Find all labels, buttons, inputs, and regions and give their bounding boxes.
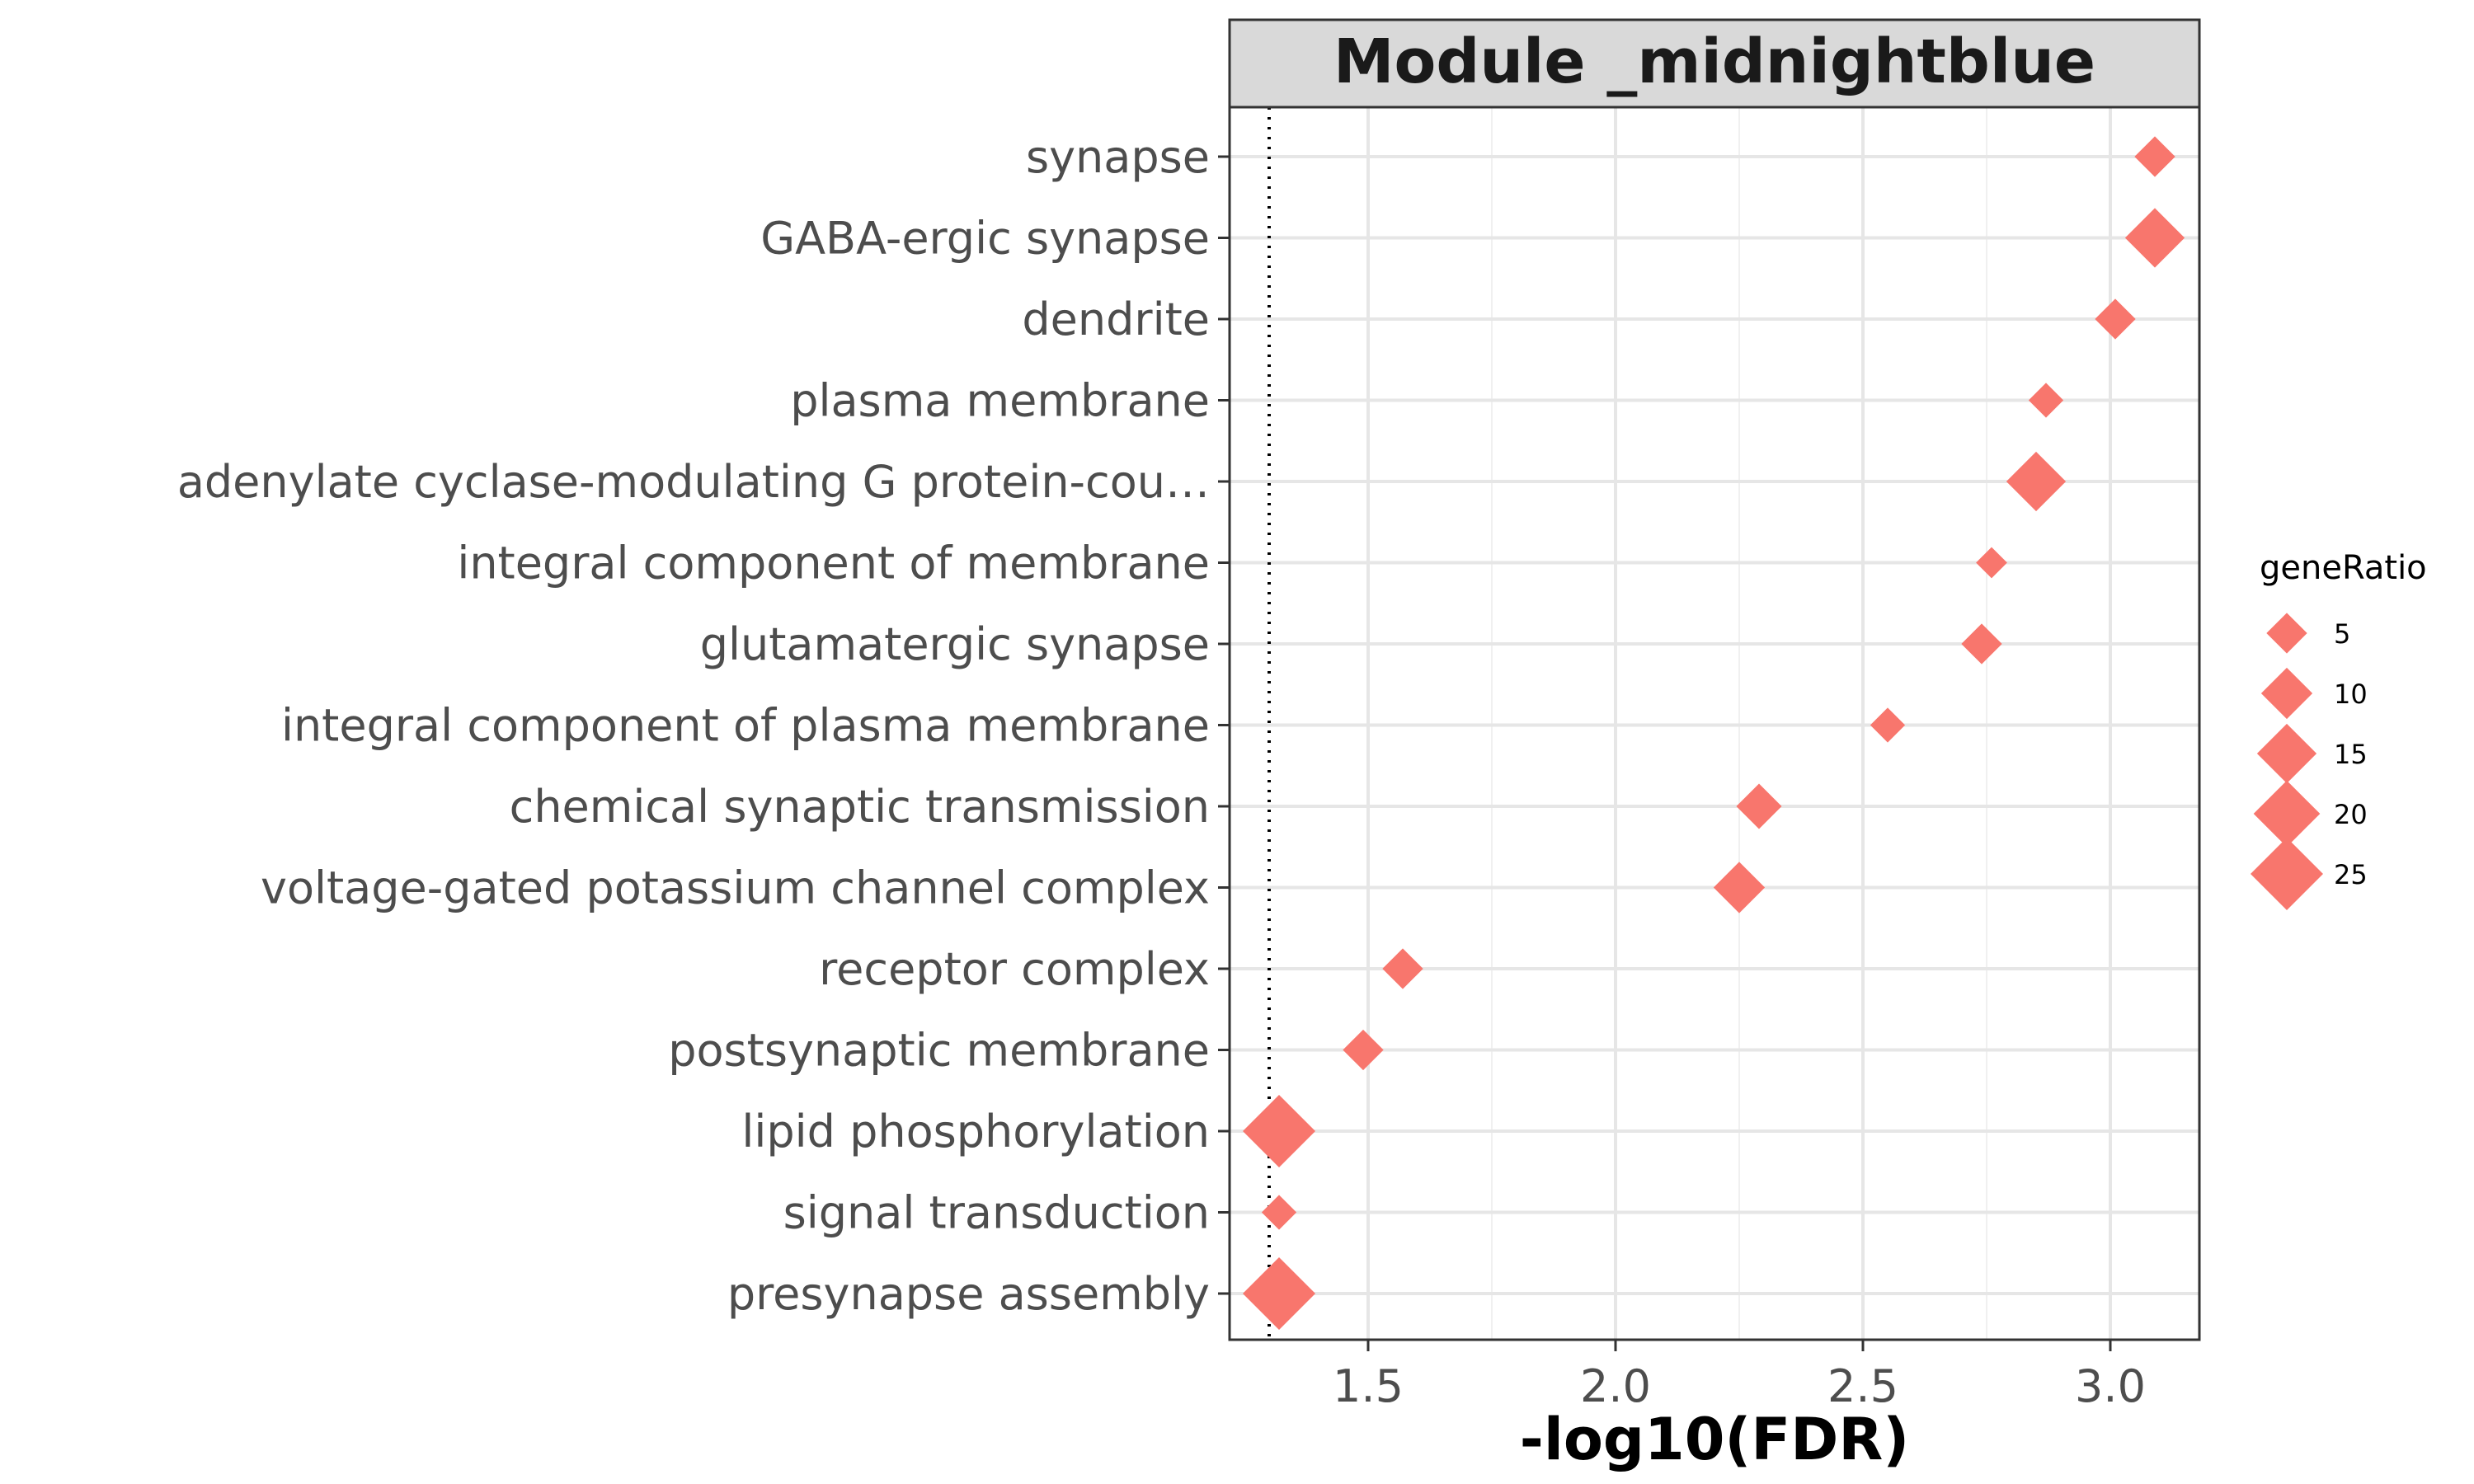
y-tick-label: presynapse assembly [727, 1268, 1210, 1320]
x-tick-label: 1.5 [1333, 1360, 1404, 1412]
y-tick-label: synapse [1026, 131, 1210, 183]
data-point [1713, 862, 1766, 913]
strip-background [1228, 18, 2201, 109]
legend-key [2253, 780, 2321, 848]
y-tick-label: postsynaptic membrane [668, 1025, 1210, 1077]
data-point [1243, 1257, 1315, 1330]
x-axis-title: -log10(FDR) [1520, 1406, 1909, 1473]
legend-key [2256, 723, 2317, 784]
y-tick-label: receptor complex [819, 943, 1210, 995]
legend-title: geneRatio [2260, 549, 2427, 587]
data-point [1343, 1029, 1384, 1071]
legend-key [2266, 613, 2307, 654]
legend-key [2260, 667, 2313, 720]
y-tick-label: glutamatergic synapse [700, 618, 1210, 670]
y-tick-label: chemical synaptic transmission [510, 781, 1210, 833]
data-point [2006, 451, 2067, 512]
y-tick-label: GABA-ergic synapse [760, 213, 1210, 265]
y-tick-label: voltage-gated potassium channel complex [261, 862, 1210, 914]
data-point [2124, 208, 2185, 268]
x-tick-label: 2.0 [1580, 1360, 1651, 1412]
data-point [2028, 383, 2064, 418]
x-tick-label: 2.5 [1827, 1360, 1898, 1412]
y-tick-label: integral component of membrane [457, 538, 1210, 589]
legend-key [2251, 838, 2323, 910]
legend-label: 10 [2334, 679, 2368, 710]
data-point [1243, 1095, 1315, 1167]
y-tick-label: adenylate cyclase-modulating G protein-c… [177, 456, 1210, 508]
y-tick-label: signal transduction [783, 1187, 1210, 1239]
chart-title: Module _midnightblue [1333, 26, 2095, 97]
y-tick-label: dendrite [1022, 294, 1210, 345]
legend-label: 25 [2334, 859, 2368, 890]
data-point [1976, 547, 2007, 579]
data-point [1736, 783, 1782, 829]
data-points [1243, 136, 2185, 1330]
panel-border [1228, 106, 2201, 1341]
data-point [1870, 707, 1906, 743]
y-axis: synapse GABA-ergic synapse dendrite plasma … [177, 131, 1230, 1320]
x-tick-label: 3.0 [2075, 1360, 2146, 1412]
y-tick-label: integral component of plasma membrane [281, 700, 1210, 752]
y-tick-label: lipid phosphorylation [741, 1106, 1210, 1158]
legend-label: 5 [2334, 618, 2350, 650]
data-point [2095, 298, 2136, 340]
legend-label: 20 [2334, 799, 2368, 830]
x-axis: 1.5 2.0 2.5 3.0 [1333, 1340, 2146, 1412]
data-point [1961, 623, 2002, 665]
data-point [1382, 948, 1423, 989]
data-point [1261, 1195, 1297, 1230]
legend: geneRatio 5 10 15 20 25 [2251, 549, 2427, 910]
y-tick-label: plasma membrane [790, 375, 1210, 427]
legend-label: 15 [2334, 739, 2368, 770]
data-point [2134, 136, 2175, 177]
